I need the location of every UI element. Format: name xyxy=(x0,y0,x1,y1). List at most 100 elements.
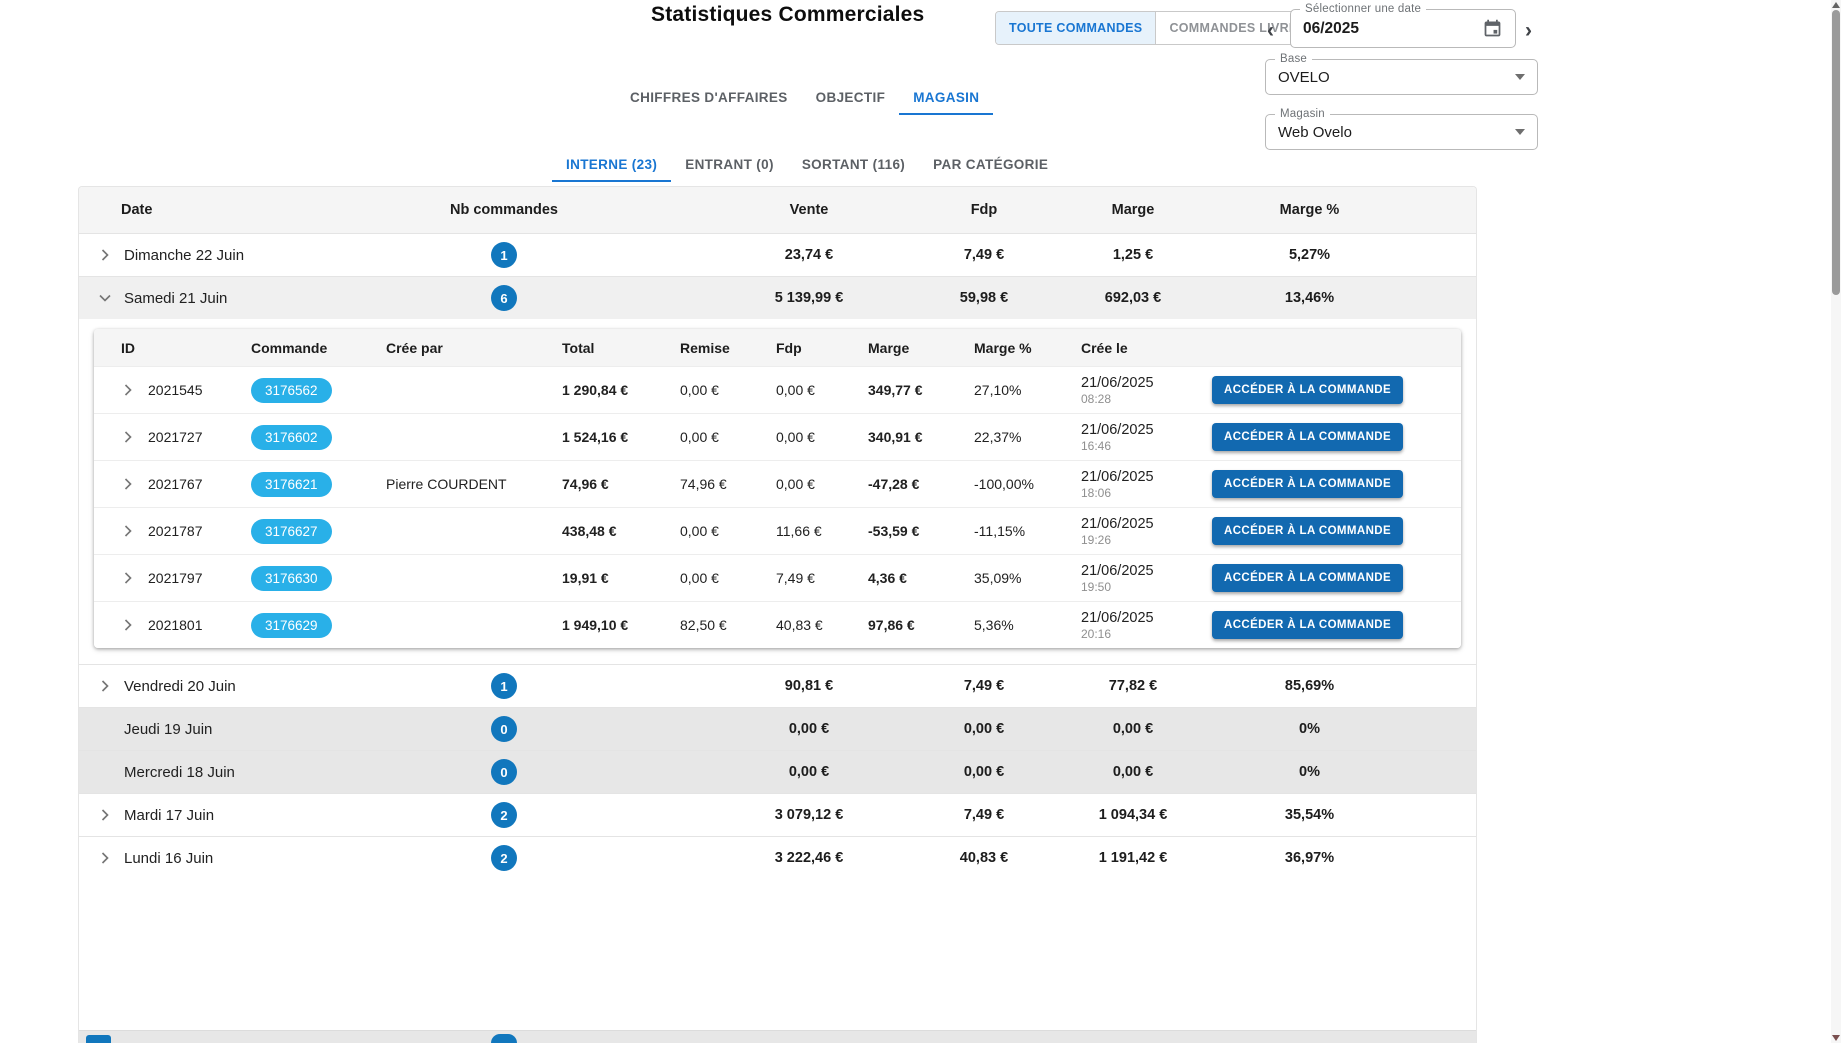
order-row[interactable]: 2021801 3176629 1 949,10 € 82,50 € 40,83… xyxy=(94,601,1461,648)
nb-commandes-cell: 6 xyxy=(369,285,639,311)
expand-chevron-icon[interactable] xyxy=(95,288,115,308)
marge-cell: 77,82 € xyxy=(1073,678,1237,694)
action-cell: ACCÉDER À LA COMMANDE xyxy=(1212,611,1461,639)
column-header: Total xyxy=(562,340,680,356)
order-row[interactable]: 2021797 3176630 19,91 € 0,00 € 7,49 € 4,… xyxy=(94,554,1461,601)
column-header: Fdp xyxy=(776,340,868,356)
date-row[interactable]: Samedi 21 Juin 6 5 139,99 € 59,98 € 692,… xyxy=(79,276,1476,319)
scrollbar-thumb[interactable] xyxy=(1832,10,1840,295)
remise-cell: 0,00 € xyxy=(680,570,776,586)
column-header: Commande xyxy=(251,340,386,356)
base-select[interactable]: Base OVELO xyxy=(1265,59,1538,95)
date-label: Mercredi 18 Juin xyxy=(124,764,235,781)
order-id-cell: 2021787 xyxy=(94,521,251,541)
fdp-cell: 0,00 € xyxy=(776,476,868,492)
cree-le-cell: 21/06/2025 19:50 xyxy=(1081,563,1212,594)
magasin-select[interactable]: Magasin Web Ovelo xyxy=(1265,114,1538,150)
calendar-icon[interactable] xyxy=(1482,18,1503,39)
tab-label: INTERNE (23) xyxy=(566,157,657,172)
date-row[interactable]: Dimanche 22 Juin 1 23,74 € 7,49 € 1,25 €… xyxy=(79,233,1476,276)
acceder-commande-button[interactable]: ACCÉDER À LA COMMANDE xyxy=(1212,517,1403,545)
nb-commandes-cell: 2 xyxy=(369,802,639,828)
date-row[interactable]: Jeudi 19 Juin 0 0,00 € 0,00 € 0,00 € 0% xyxy=(79,707,1476,750)
fdp-cell: 59,98 € xyxy=(895,290,1073,306)
fdp-cell: 0,00 € xyxy=(776,382,868,398)
commande-cell: 3176562 xyxy=(251,378,386,403)
column-header: ID xyxy=(94,340,251,356)
total-cell: 1 524,16 € xyxy=(562,429,680,445)
created-date: 21/06/2025 xyxy=(1081,375,1212,391)
tab[interactable]: CHIFFRES D'AFFAIRES xyxy=(616,82,802,115)
expand-chevron-icon[interactable] xyxy=(95,805,115,825)
expand-chevron-icon[interactable] xyxy=(95,245,115,265)
commande-badge: 3176602 xyxy=(251,425,332,450)
previous-month-button[interactable]: ‹ xyxy=(1263,16,1278,45)
action-cell: ACCÉDER À LA COMMANDE xyxy=(1212,517,1461,545)
marge-pct-cell: 35,54% xyxy=(1237,807,1476,823)
expand-chevron-icon[interactable] xyxy=(118,521,138,541)
date-input[interactable] xyxy=(1303,20,1453,38)
date-cell: Jeudi 19 Juin xyxy=(79,719,369,739)
fdp-cell: 7,49 € xyxy=(895,807,1073,823)
scrollbar-up-arrow[interactable] xyxy=(1832,2,1840,8)
remise-cell: 0,00 € xyxy=(680,429,776,445)
acceder-commande-button[interactable]: ACCÉDER À LA COMMANDE xyxy=(1212,564,1403,592)
expand-chevron-icon[interactable] xyxy=(118,427,138,447)
tab-label: ENTRANT (0) xyxy=(685,157,774,172)
cree-le-cell: 21/06/2025 08:28 xyxy=(1081,375,1212,406)
order-id-cell: 2021797 xyxy=(94,568,251,588)
column-header: Crée le xyxy=(1081,340,1212,356)
commande-badge: 3176562 xyxy=(251,378,332,403)
scrollbar[interactable] xyxy=(1831,0,1841,1043)
date-cell: Mardi 17 Juin xyxy=(79,805,369,825)
acceder-commande-button[interactable]: ACCÉDER À LA COMMANDE xyxy=(1212,376,1403,404)
marge-cell: 1 094,34 € xyxy=(1073,807,1237,823)
tab[interactable]: PAR CATÉGORIE xyxy=(919,149,1062,182)
expanded-day-panel: IDCommandeCrée parTotalRemiseFdpMargeMar… xyxy=(79,319,1476,664)
acceder-commande-button[interactable]: ACCÉDER À LA COMMANDE xyxy=(1212,470,1403,498)
date-row[interactable]: Lundi 16 Juin 2 3 222,46 € 40,83 € 1 191… xyxy=(79,836,1476,879)
acceder-commande-button[interactable]: ACCÉDER À LA COMMANDE xyxy=(1212,423,1403,451)
order-row[interactable]: 2021767 3176621 Pierre COURDENT 74,96 € … xyxy=(94,460,1461,507)
order-count-badge: 2 xyxy=(491,845,517,871)
created-time: 19:50 xyxy=(1081,580,1212,594)
order-id: 2021787 xyxy=(148,523,203,539)
order-row[interactable]: 2021787 3176627 438,48 € 0,00 € 11,66 € … xyxy=(94,507,1461,554)
remise-cell: 74,96 € xyxy=(680,476,776,492)
tab[interactable]: ENTRANT (0) xyxy=(671,149,788,182)
action-cell: ACCÉDER À LA COMMANDE xyxy=(1212,470,1461,498)
expand-chevron-icon[interactable] xyxy=(118,474,138,494)
date-row[interactable]: Vendredi 20 Juin 1 90,81 € 7,49 € 77,82 … xyxy=(79,664,1476,707)
order-filter-toggle: TOUTE COMMANDES COMMANDES LIVRÉES xyxy=(995,11,1329,45)
tab[interactable]: SORTANT (116) xyxy=(788,149,919,182)
order-row[interactable]: 2021727 3176602 1 524,16 € 0,00 € 0,00 €… xyxy=(94,413,1461,460)
orders-detail-card: IDCommandeCrée parTotalRemiseFdpMargeMar… xyxy=(94,329,1461,648)
date-label: Jeudi 19 Juin xyxy=(124,721,212,738)
next-month-button[interactable]: › xyxy=(1521,16,1536,45)
tab[interactable]: MAGASIN xyxy=(899,82,993,115)
toggle-option-button[interactable]: TOUTE COMMANDES xyxy=(996,12,1156,44)
expand-chevron-icon[interactable] xyxy=(118,568,138,588)
column-header: Vente xyxy=(639,202,895,218)
total-cell: 74,96 € xyxy=(562,476,680,492)
created-date: 21/06/2025 xyxy=(1081,563,1212,579)
date-cell: Mercredi 18 Juin xyxy=(79,762,369,782)
commande-badge: 3176627 xyxy=(251,519,332,544)
date-label: Samedi 21 Juin xyxy=(124,290,227,307)
tab[interactable]: INTERNE (23) xyxy=(552,149,671,182)
order-row[interactable]: 2021545 3176562 1 290,84 € 0,00 € 0,00 €… xyxy=(94,366,1461,413)
date-row[interactable]: Mercredi 18 Juin 0 0,00 € 0,00 € 0,00 € … xyxy=(79,750,1476,793)
toggle-option-label: TOUTE COMMANDES xyxy=(1009,21,1142,35)
expand-chevron-icon[interactable] xyxy=(118,615,138,635)
scrollbar-down-arrow[interactable] xyxy=(1832,1035,1840,1041)
expand-chevron-icon[interactable] xyxy=(95,848,115,868)
cree-le-cell: 21/06/2025 19:26 xyxy=(1081,516,1212,547)
date-picker-field[interactable]: Sélectionner une date xyxy=(1290,9,1516,48)
tab[interactable]: OBJECTIF xyxy=(802,82,900,115)
expand-chevron-icon[interactable] xyxy=(118,380,138,400)
date-row[interactable]: Mardi 17 Juin 2 3 079,12 € 7,49 € 1 094,… xyxy=(79,793,1476,836)
expand-chevron-icon[interactable] xyxy=(95,676,115,696)
cree-le-cell: 21/06/2025 16:46 xyxy=(1081,422,1212,453)
acceder-commande-button[interactable]: ACCÉDER À LA COMMANDE xyxy=(1212,611,1403,639)
date-picker-label: Sélectionner une date xyxy=(1300,3,1426,15)
